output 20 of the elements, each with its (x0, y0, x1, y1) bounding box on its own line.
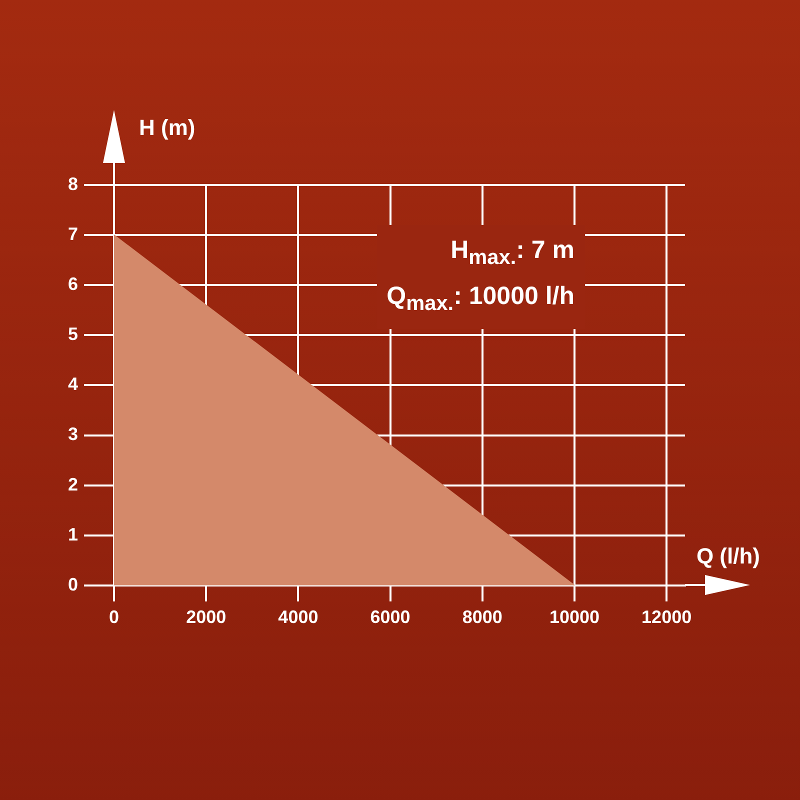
x-tick-label: 10000 (549, 607, 600, 628)
y-tick-label: 6 (68, 274, 78, 294)
x-axis-title: Q (l/h) (696, 543, 760, 568)
x-tick-label: 8000 (462, 607, 502, 628)
y-tick-label: 2 (68, 474, 78, 494)
x-tick-label: 12000 (642, 607, 692, 628)
y-tick-label: 7 (68, 224, 78, 244)
x-tick-label: 0 (109, 607, 120, 628)
y-tick-label: 1 (68, 524, 78, 544)
y-axis-title: H (m) (139, 115, 196, 140)
y-tick-label: 0 (68, 574, 78, 594)
y-tick-label: 8 (68, 174, 78, 194)
annotation: H$_{max.}$: 7 m (450, 235, 576, 272)
y-tick-label: 5 (68, 324, 78, 344)
y-tick-label: 4 (68, 374, 78, 394)
x-tick-label: 4000 (278, 607, 318, 628)
annotation: Q$_{max.}$: 10000 l/h (386, 281, 576, 318)
x-tick-label: 2000 (186, 607, 226, 628)
y-tick-label: 3 (68, 424, 78, 444)
x-tick-label: 6000 (370, 607, 410, 628)
